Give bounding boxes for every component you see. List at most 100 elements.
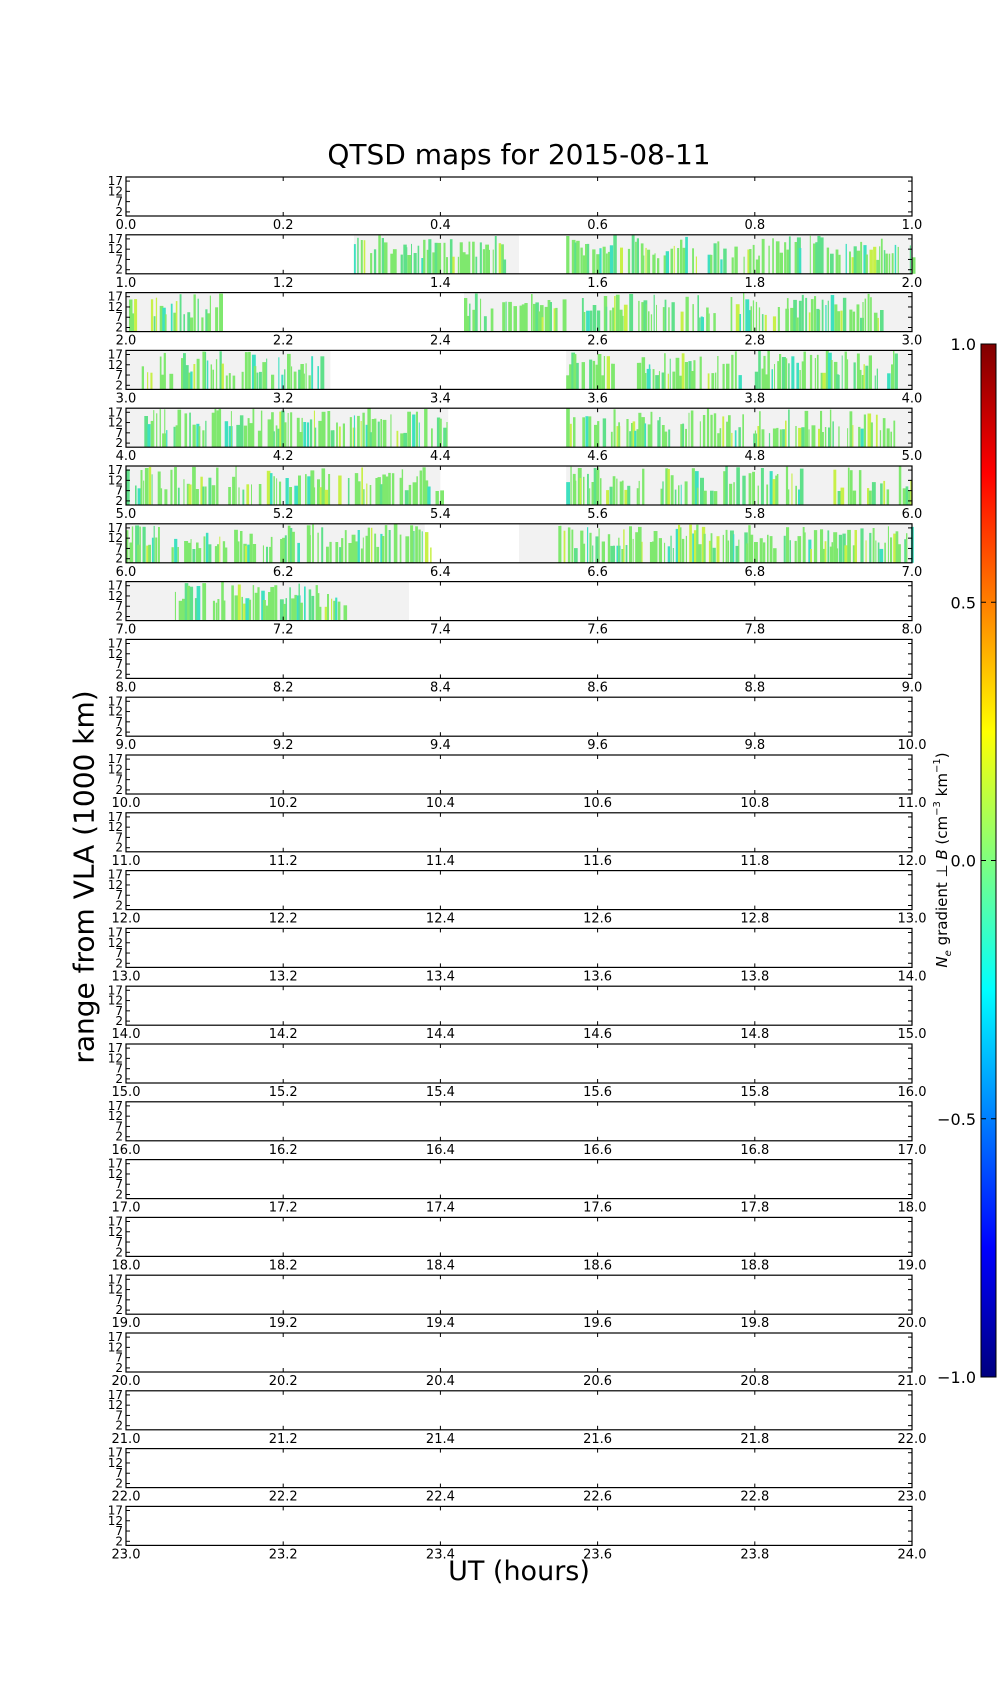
- activity-streak: [306, 525, 311, 563]
- y-tick-label: 12: [108, 1225, 123, 1239]
- activity-streak: [636, 488, 639, 505]
- y-tick-label: 7: [115, 1351, 123, 1365]
- x-tick-label: 5.8: [744, 507, 765, 522]
- activity-streak: [706, 307, 709, 332]
- activity-streak: [863, 414, 866, 448]
- activity-streak: [294, 485, 299, 505]
- activity-streak: [283, 603, 286, 621]
- activity-streak: [689, 524, 692, 563]
- colorbar-tick-label: 1.0: [951, 335, 976, 354]
- y-tick-label: 17: [108, 1446, 123, 1460]
- x-tick-label: 6.6: [587, 565, 608, 580]
- x-tick-label: 5.6: [587, 507, 608, 522]
- activity-streak: [362, 412, 365, 448]
- activity-streak: [321, 468, 326, 505]
- activity-streak: [690, 410, 694, 448]
- activity-streak: [766, 484, 769, 505]
- activity-region: [660, 466, 804, 505]
- activity-streak: [693, 530, 697, 563]
- activity-streak: [720, 259, 723, 274]
- activity-streak: [310, 470, 315, 505]
- activity-region: [566, 235, 697, 274]
- activity-streak: [524, 303, 528, 332]
- activity-streak: [592, 360, 596, 390]
- activity-streak: [570, 466, 572, 505]
- activity-streak: [169, 373, 174, 390]
- activity-streak: [821, 432, 824, 448]
- y-tick-label: 12: [108, 300, 123, 314]
- activity-streak: [657, 420, 661, 448]
- activity-streak: [808, 429, 810, 448]
- activity-streak: [459, 242, 463, 274]
- activity-streak: [679, 527, 682, 563]
- activity-streak: [614, 296, 616, 332]
- activity-streak: [289, 587, 291, 621]
- activity-streak: [156, 413, 158, 448]
- x-tick-label: 14.4: [426, 1027, 455, 1042]
- x-tick-label: 13.0: [112, 969, 141, 984]
- activity-streak: [662, 307, 665, 332]
- activity-streak: [197, 298, 199, 332]
- activity-streak: [531, 294, 533, 332]
- activity-streak: [299, 432, 303, 448]
- x-tick-label: 22.4: [426, 1490, 455, 1505]
- activity-streak: [337, 601, 341, 621]
- activity-streak: [313, 410, 315, 448]
- y-tick-label: 7: [115, 1177, 123, 1191]
- activity-streak: [776, 427, 779, 448]
- activity-streak: [632, 421, 636, 448]
- activity-streak: [853, 362, 856, 390]
- activity-streak: [202, 430, 205, 448]
- activity-streak: [566, 482, 570, 505]
- x-tick-label: 3.4: [430, 391, 451, 406]
- activity-streak: [870, 422, 873, 448]
- activity-streak: [735, 304, 740, 332]
- activity-streak: [606, 490, 609, 505]
- x-tick-label: 14.0: [112, 1027, 141, 1042]
- activity-streak: [284, 535, 287, 563]
- x-tick-label: 20.6: [583, 1374, 612, 1389]
- activity-streak: [834, 304, 838, 332]
- y-tick-label: 2: [115, 783, 123, 797]
- activity-streak: [415, 526, 418, 563]
- y-tick-label: 7: [115, 252, 123, 266]
- y-tick-label: 2: [115, 552, 123, 566]
- colorbar-label: Ne gradient ⊥ B (cm−3 km−1): [932, 752, 954, 967]
- activity-streak: [547, 300, 551, 332]
- activity-streak: [163, 352, 166, 390]
- activity-streak: [161, 374, 166, 390]
- activity-streak: [436, 417, 441, 448]
- activity-streak: [237, 584, 241, 621]
- activity-streak: [188, 542, 192, 563]
- activity-streak: [341, 538, 344, 563]
- x-tick-label: 17.0: [112, 1201, 141, 1216]
- activity-streak: [249, 423, 253, 448]
- activity-streak: [190, 539, 192, 563]
- activity-streak: [785, 420, 787, 448]
- activity-streak: [375, 478, 380, 505]
- y-tick-label: 7: [115, 426, 123, 440]
- activity-streak: [668, 429, 671, 448]
- activity-streak: [690, 371, 695, 390]
- activity-streak: [502, 259, 507, 274]
- panel-frame: [125, 812, 913, 853]
- y-tick-label: 17: [108, 637, 123, 651]
- activity-streak: [749, 249, 752, 274]
- x-tick-label: 21.2: [269, 1432, 298, 1447]
- activity-streak: [326, 546, 329, 563]
- activity-streak: [837, 311, 841, 332]
- activity-streak: [605, 253, 608, 274]
- activity-streak: [421, 258, 425, 274]
- x-tick-label: 2.4: [430, 334, 451, 349]
- activity-streak: [742, 414, 744, 448]
- x-tick-label: 23.2: [269, 1547, 298, 1562]
- activity-streak: [431, 428, 433, 448]
- activity-streak: [353, 244, 356, 274]
- y-tick-label: 7: [115, 1524, 123, 1538]
- activity-streak: [754, 371, 759, 390]
- activity-streak: [750, 534, 754, 563]
- activity-streak: [675, 357, 680, 390]
